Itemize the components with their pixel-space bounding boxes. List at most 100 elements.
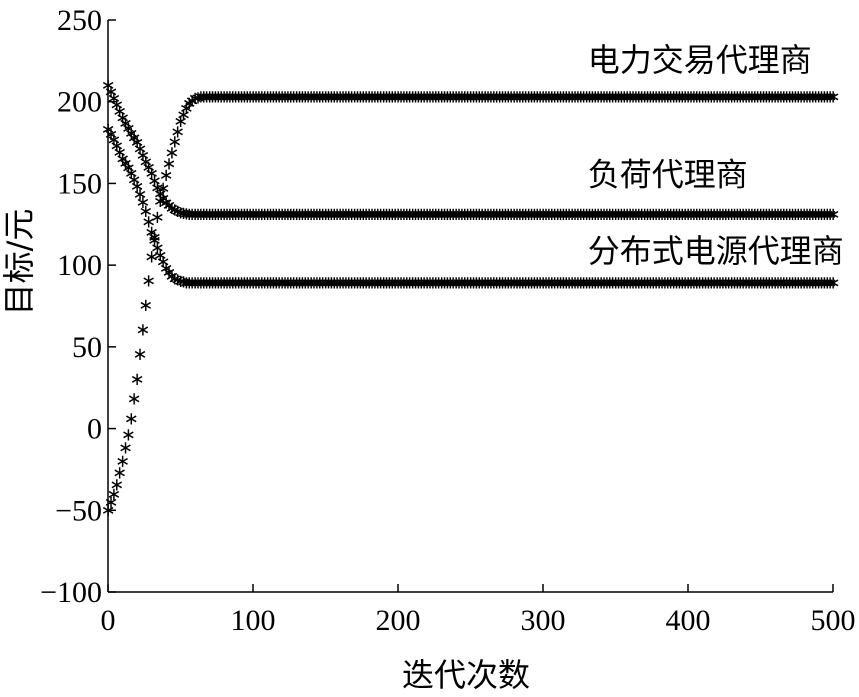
data-point: ∗ [196, 204, 211, 225]
data-point: ∗ [318, 273, 333, 294]
data-point: ∗ [689, 273, 704, 294]
y-tick-label: −50 [55, 494, 102, 527]
data-point: ∗ [614, 273, 629, 294]
y-tick-label: 0 [87, 413, 102, 446]
data-point: ∗ [196, 86, 211, 107]
data-point: ∗ [414, 273, 429, 294]
data-point: ∗ [805, 204, 820, 225]
data-point: ∗ [602, 86, 617, 107]
data-point: ∗ [379, 204, 394, 225]
data-point: ∗ [628, 204, 643, 225]
data-point: ∗ [782, 86, 797, 107]
y-tick-label: 150 [57, 167, 102, 200]
data-point: ∗ [359, 273, 374, 294]
data-point: ∗ [573, 204, 588, 225]
data-point: ∗ [776, 273, 791, 294]
data-point: ∗ [721, 204, 736, 225]
data-point: ∗ [135, 319, 150, 340]
data-point: ∗ [422, 273, 437, 294]
data-point: ∗ [591, 86, 606, 107]
data-point: ∗ [144, 163, 159, 184]
data-point: ∗ [599, 204, 614, 225]
data-point: ∗ [341, 273, 356, 294]
data-point: ∗ [454, 86, 469, 107]
data-point: ∗ [524, 273, 539, 294]
series-layer: ∗∗∗∗∗∗∗∗∗∗∗∗∗∗∗∗∗∗∗∗∗∗∗∗∗∗∗∗∗∗∗∗∗∗∗∗∗∗∗∗… [100, 75, 840, 521]
x-tick-label: 300 [521, 604, 566, 637]
data-point: ∗ [361, 273, 376, 294]
data-point: ∗ [356, 273, 371, 294]
data-point: ∗ [767, 273, 782, 294]
data-point: ∗ [825, 86, 840, 107]
data-point: ∗ [698, 204, 713, 225]
data-point: ∗ [805, 86, 820, 107]
data-point: ∗ [303, 204, 318, 225]
data-point: ∗ [295, 204, 310, 225]
data-point: ∗ [132, 139, 147, 160]
data-point: ∗ [373, 86, 388, 107]
data-point: ∗ [512, 273, 527, 294]
data-point: ∗ [341, 204, 356, 225]
data-point: ∗ [472, 273, 487, 294]
data-point: ∗ [141, 157, 156, 178]
data-point: ∗ [164, 198, 179, 219]
data-point: ∗ [373, 273, 388, 294]
data-point: ∗ [240, 204, 255, 225]
data-point: ∗ [602, 273, 617, 294]
data-point: ∗ [559, 86, 574, 107]
data-point: ∗ [825, 273, 840, 294]
data-point: ∗ [240, 86, 255, 107]
data-point: ∗ [193, 87, 208, 108]
data-point: ∗ [260, 204, 275, 225]
data-point: ∗ [301, 273, 316, 294]
data-point: ∗ [564, 273, 579, 294]
data-point: ∗ [422, 204, 437, 225]
data-point: ∗ [112, 463, 127, 484]
data-point: ∗ [257, 86, 272, 107]
data-point: ∗ [390, 273, 405, 294]
data-point: ∗ [475, 86, 490, 107]
data-point: ∗ [501, 273, 516, 294]
data-point: ∗ [440, 86, 455, 107]
data-point: ∗ [158, 193, 173, 214]
series-2: ∗∗∗∗∗∗∗∗∗∗∗∗∗∗∗∗∗∗∗∗∗∗∗∗∗∗∗∗∗∗∗∗∗∗∗∗∗∗∗∗… [100, 75, 840, 225]
data-point: ∗ [115, 108, 130, 129]
data-point: ∗ [240, 273, 255, 294]
data-point: ∗ [614, 86, 629, 107]
data-point: ∗ [707, 204, 722, 225]
data-point: ∗ [515, 273, 530, 294]
data-point: ∗ [274, 86, 289, 107]
data-point: ∗ [724, 204, 739, 225]
data-point: ∗ [428, 204, 443, 225]
data-point: ∗ [480, 204, 495, 225]
data-point: ∗ [756, 86, 771, 107]
data-point: ∗ [446, 204, 461, 225]
data-point: ∗ [393, 86, 408, 107]
data-point: ∗ [437, 204, 452, 225]
data-point: ∗ [547, 86, 562, 107]
data-point: ∗ [730, 86, 745, 107]
data-point: ∗ [219, 86, 234, 107]
data-point: ∗ [167, 132, 182, 153]
data-point: ∗ [489, 273, 504, 294]
data-point: ∗ [611, 273, 626, 294]
data-point: ∗ [776, 86, 791, 107]
data-point: ∗ [596, 273, 611, 294]
data-point: ∗ [469, 273, 484, 294]
data-point: ∗ [530, 86, 545, 107]
data-point: ∗ [762, 86, 777, 107]
data-point: ∗ [515, 86, 530, 107]
data-point: ∗ [280, 273, 295, 294]
data-point: ∗ [414, 204, 429, 225]
data-point: ∗ [765, 273, 780, 294]
data-point: ∗ [695, 273, 710, 294]
data-point: ∗ [582, 86, 597, 107]
data-point: ∗ [225, 204, 240, 225]
data-point: ∗ [277, 86, 292, 107]
data-point: ∗ [109, 474, 124, 495]
data-point: ∗ [466, 273, 481, 294]
data-point: ∗ [124, 163, 139, 184]
data-point: ∗ [356, 204, 371, 225]
data-point: ∗ [257, 204, 272, 225]
